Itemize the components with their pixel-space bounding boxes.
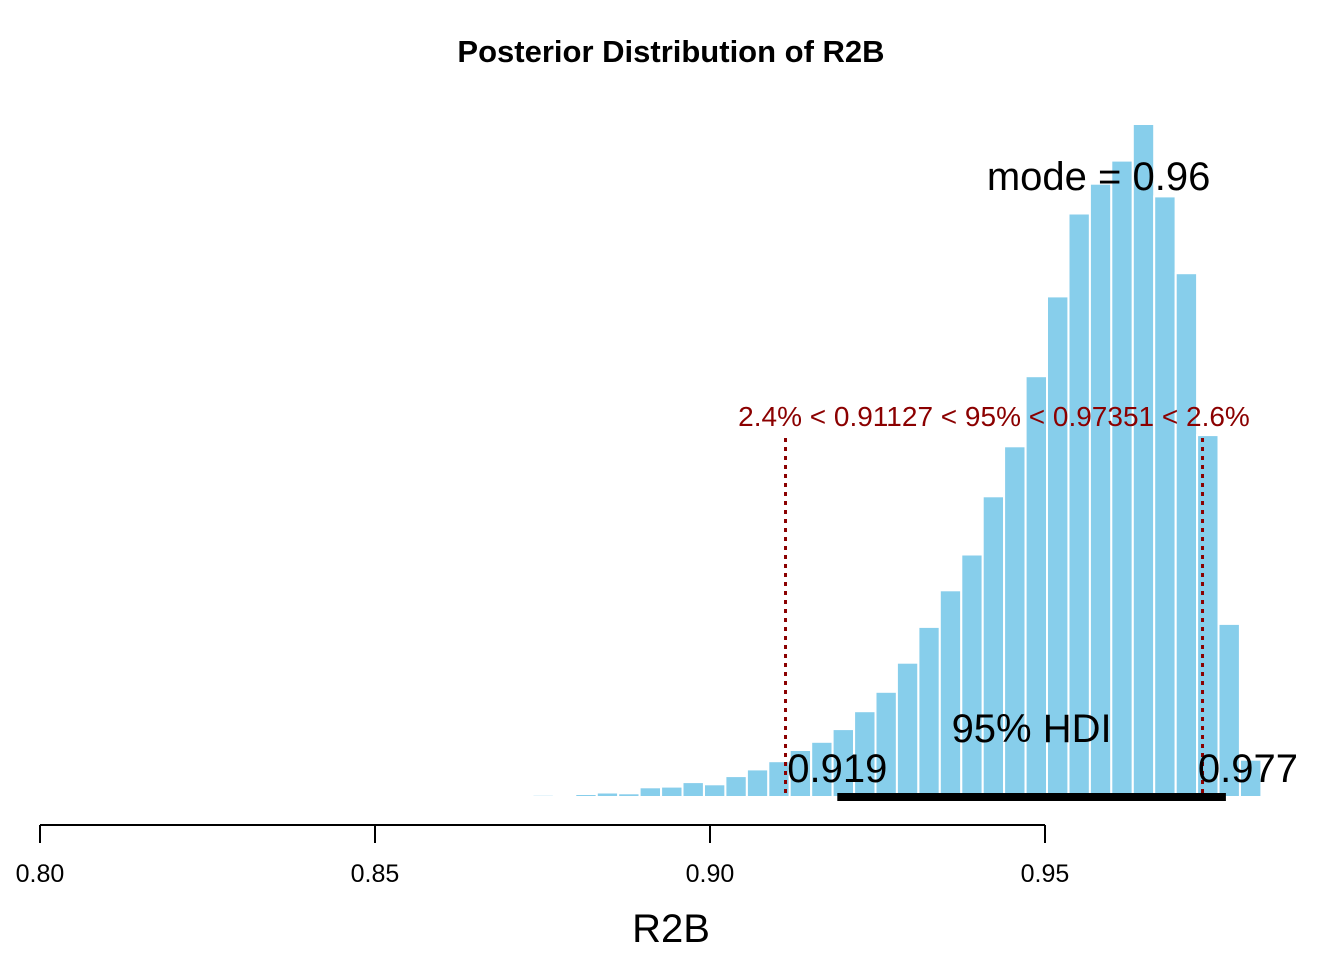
- histogram-bar: [745, 768, 770, 799]
- histogram-bar: [917, 625, 941, 799]
- histogram-bar: [1217, 622, 1241, 799]
- histogram-bar: [960, 553, 984, 798]
- histogram-bar: [660, 785, 684, 798]
- histogram-bar: [1196, 434, 1220, 798]
- histogram-bar: [703, 783, 727, 798]
- bars-group: [531, 123, 1263, 799]
- histogram-bar: [1174, 272, 1199, 798]
- x-tick-label: 0.90: [686, 860, 735, 888]
- histogram-bar: [531, 793, 555, 798]
- x-tick-label: 0.80: [16, 860, 65, 888]
- histogram-bar: [938, 589, 963, 798]
- histogram-bar: [574, 793, 598, 798]
- histogram-bar: [1153, 195, 1177, 798]
- histogram-bar: [895, 661, 920, 799]
- histogram-bar: [724, 775, 748, 798]
- histogram-bar: [552, 794, 577, 798]
- histogram-bar: [981, 495, 1006, 798]
- histogram-bar: [1239, 758, 1263, 799]
- mode-label: mode = 0.96: [987, 155, 1211, 199]
- hdi-upper-label: 0.977: [1198, 747, 1298, 791]
- rope-label: 2.4% < 0.91127 < 95% < 0.97351 < 2.6%: [738, 401, 1250, 432]
- rope-group: 2.4% < 0.91127 < 95% < 0.97351 < 2.6%: [738, 401, 1250, 797]
- histogram-bar: [1110, 159, 1134, 799]
- x-axis-label: R2B: [632, 907, 710, 951]
- histogram-bar: [1088, 182, 1113, 798]
- histogram-bar: [1131, 123, 1156, 798]
- histogram-bar: [681, 781, 705, 798]
- histogram-bar: [595, 791, 620, 798]
- chart-title: Posterior Distribution of R2B: [457, 34, 884, 69]
- hdi-lower-label: 0.919: [787, 747, 887, 791]
- histogram-bar: [638, 786, 662, 798]
- x-tick-label: 0.95: [1021, 860, 1070, 888]
- x-axis: 0.80 0.85 0.90 0.95: [16, 824, 1070, 888]
- histogram-bar: [617, 792, 641, 798]
- x-tick-label: 0.85: [351, 860, 400, 888]
- hdi-label: 95% HDI: [952, 707, 1112, 751]
